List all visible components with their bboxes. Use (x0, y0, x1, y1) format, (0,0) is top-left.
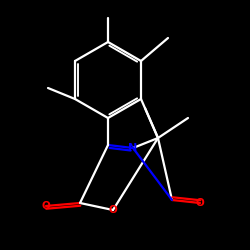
Text: O: O (42, 201, 50, 211)
Text: O: O (196, 198, 204, 208)
Text: N: N (128, 143, 138, 153)
Text: O: O (108, 205, 118, 215)
